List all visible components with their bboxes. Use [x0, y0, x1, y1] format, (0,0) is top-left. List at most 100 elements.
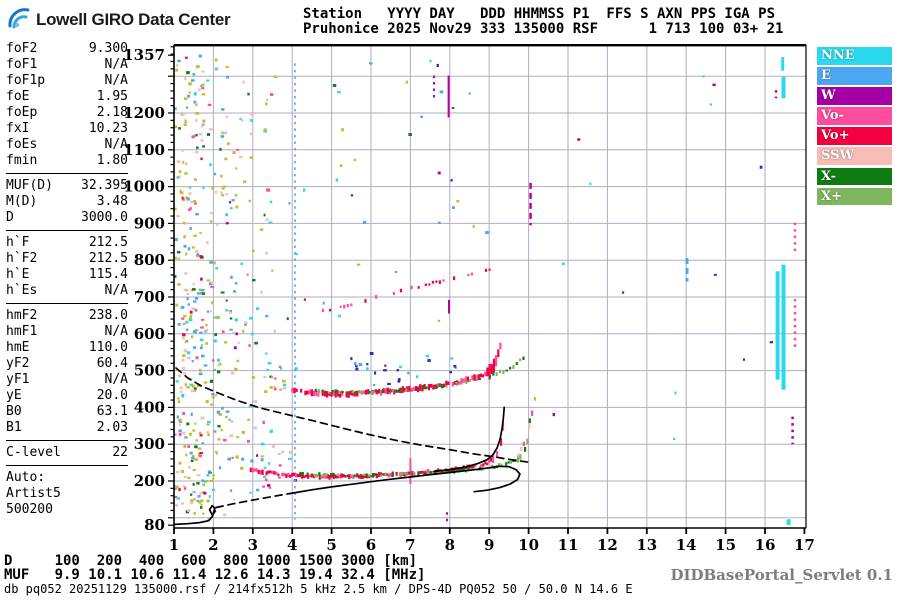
param-label: yF2	[6, 356, 30, 371]
param-value: 9.300	[88, 41, 128, 56]
param-row: Auto:	[6, 470, 128, 486]
x-axis-label: 15	[715, 536, 736, 554]
param-value: 212.5	[88, 235, 128, 250]
param-row: foF1 N/A	[6, 57, 128, 73]
y-axis-label: 300	[134, 435, 165, 453]
param-label: h`F	[6, 235, 30, 250]
param-row: hmF2 238.0	[6, 308, 128, 324]
y-axis-label: 500	[134, 362, 165, 380]
param-label: foF2	[6, 41, 38, 56]
param-row: hmE 110.0	[6, 340, 128, 356]
logo-text: Lowell GIRO Data Center	[36, 10, 231, 29]
y-axis-label: 600	[134, 325, 165, 343]
legend-item-w: W	[817, 87, 892, 105]
param-value: 110.0	[88, 340, 128, 355]
param-label: M(D)	[6, 194, 38, 209]
param-row: B1 2.03	[6, 420, 128, 436]
param-row: yF2 60.4	[6, 356, 128, 372]
y-axis-label: 200	[134, 472, 165, 490]
param-value: N/A	[104, 372, 128, 387]
param-value: 63.1	[96, 404, 128, 419]
profile-F-region	[289, 465, 521, 495]
param-value: 115.4	[88, 267, 128, 282]
x-axis-label: 17	[794, 536, 815, 554]
param-value: 10.23	[88, 121, 128, 136]
param-label: foF1	[6, 57, 38, 72]
station-header-line2: Pruhonice 2025 Nov29 333 135000 RSF 1 71…	[303, 20, 784, 37]
legend-item-x: X+	[817, 187, 892, 206]
legend-item-vo: Vo-	[817, 107, 892, 125]
muf-table-d-row: D 100 200 400 600 800 1000 1500 3000 [km…	[4, 553, 418, 569]
param-label: Auto:	[6, 470, 46, 485]
param-row: yF1 N/A	[6, 372, 128, 388]
legend-item-e: E	[817, 67, 892, 85]
station-header: Station YYYY DAY DDD HHMMSS P1 FFS S AXN…	[303, 7, 783, 36]
x-axis-label: 6	[366, 536, 376, 554]
x-axis-label: 9	[484, 536, 494, 554]
y-axis-label: 800	[134, 251, 165, 269]
param-value: 32.395	[81, 178, 128, 193]
param-label: hmF1	[6, 324, 38, 339]
param-label: h`Es	[6, 283, 38, 298]
legend-item-x: X-	[817, 167, 892, 186]
param-row: foF2 9.300	[6, 41, 128, 57]
param-label: yE	[6, 388, 22, 403]
panel-divider	[6, 465, 128, 466]
param-row: D 3000.0	[6, 210, 128, 226]
param-value: N/A	[104, 73, 128, 88]
x-axis-label: 12	[597, 536, 618, 554]
param-value: 3.48	[96, 194, 128, 209]
param-value: N/A	[104, 324, 128, 339]
param-row: M(D) 3.48	[6, 194, 128, 210]
param-label: h`E	[6, 267, 30, 282]
param-label: B1	[6, 420, 22, 435]
param-label: foEp	[6, 105, 38, 120]
x-axis-label: 10	[518, 536, 539, 554]
param-value: N/A	[104, 283, 128, 298]
parameters-panel: foF2 9.300 foF1 N/A foF1p N/A foE 1.95 foEp 2.18 f…	[6, 41, 128, 518]
legend-item-ssw: SSW	[817, 147, 892, 166]
param-value: 238.0	[88, 308, 128, 323]
fitted-trace	[433, 406, 506, 473]
x-axis-label: 5	[326, 536, 336, 554]
param-value: 22	[112, 445, 128, 460]
param-value: N/A	[104, 137, 128, 152]
panel-divider	[6, 303, 128, 304]
param-label: Artist5	[6, 486, 61, 501]
param-row: foF1p N/A	[6, 73, 128, 89]
param-label: MUF(D)	[6, 178, 53, 193]
param-value: 212.5	[88, 251, 128, 266]
y-axis-label: 1000	[123, 178, 165, 196]
param-label: D	[6, 210, 14, 225]
ionogram-file-info: db pq052 20251129 135000.rsf / 214fx512h…	[4, 582, 633, 596]
x-axis-label: 8	[445, 536, 455, 554]
param-row: foE 1.95	[6, 89, 128, 105]
param-label: hmE	[6, 340, 30, 355]
panel-divider	[6, 230, 128, 231]
param-row: h`E 115.4	[6, 267, 128, 283]
y-axis-label: 400	[134, 398, 165, 416]
profile-valley	[215, 492, 292, 509]
x-axis-label: 14	[676, 536, 697, 554]
x-axis-label: 7	[405, 536, 415, 554]
param-row: C-level 22	[6, 445, 128, 461]
y-axis-label: 1200	[123, 104, 165, 122]
param-label: C-level	[6, 445, 61, 460]
y-axis-label: 1357	[123, 46, 165, 64]
param-value: 2.18	[96, 105, 128, 120]
y-axis-label: 80	[144, 516, 165, 534]
param-label: fmin	[6, 153, 38, 168]
x-axis-label: 16	[755, 536, 776, 554]
station-header-line1: Station YYYY DAY DDD HHMMSS P1 FFS S AXN…	[303, 6, 776, 22]
param-row: foEp 2.18	[6, 105, 128, 121]
profile-E-region	[174, 504, 217, 526]
param-row: h`Es N/A	[6, 283, 128, 299]
servlet-version-label: DIDBasePortal_Servlet 0.1	[670, 566, 893, 584]
param-value: 2.03	[96, 420, 128, 435]
param-label: h`F2	[6, 251, 38, 266]
param-value: 60.4	[96, 356, 128, 371]
param-label: B0	[6, 404, 22, 419]
param-value: 1.95	[96, 89, 128, 104]
x-axis-label: 1	[169, 536, 179, 554]
